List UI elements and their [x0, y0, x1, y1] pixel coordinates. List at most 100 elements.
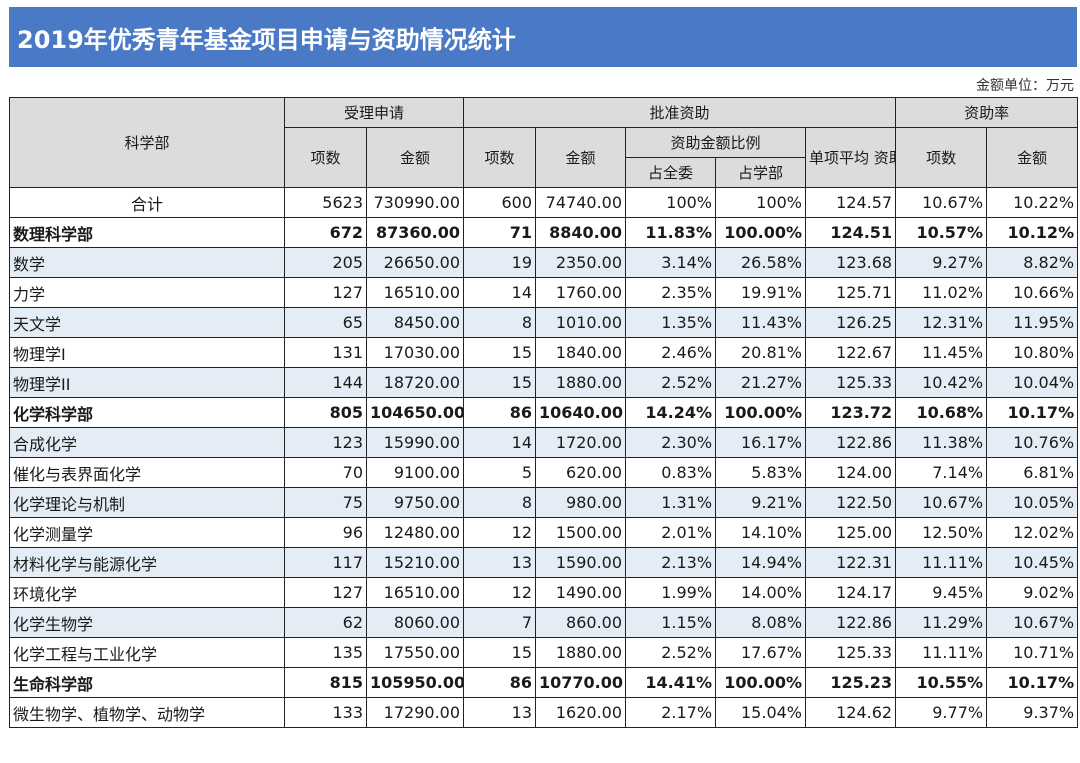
cell-accepted-count: 65	[284, 307, 367, 338]
table-row: 化学生物学 62 8060.00 7 860.00 1.15% 8.08% 122.86 11.…	[9, 607, 1079, 638]
cell-accepted-count: 75	[284, 487, 367, 518]
cell-ratio-all: 2.17%	[625, 697, 717, 728]
cell-avg-amount: 122.31	[805, 547, 897, 578]
cell-approved-count: 600	[463, 187, 537, 218]
cell-accepted-amount: 18720.00	[365, 367, 465, 398]
cell-rate-count: 10.57%	[895, 217, 988, 248]
cell-accepted-amount: 730990.00	[365, 187, 465, 218]
cell-accepted-amount: 15990.00	[365, 427, 465, 458]
header-accepted: 受理申请	[283, 97, 465, 128]
cell-approved-count: 19	[463, 247, 537, 278]
cell-ratio-all: 14.41%	[625, 667, 717, 698]
cell-rate-amount: 10.22%	[986, 187, 1079, 218]
stats-table: 科学部 受理申请 批准资助 资助率 项数 金额 项数 金额 资助金额比例 单项平…	[9, 97, 1079, 728]
row-name: 物理学I	[9, 337, 285, 368]
cell-accepted-count: 127	[284, 277, 367, 308]
row-name: 生命科学部	[9, 667, 285, 698]
department-row: 生命科学部 815 105950.00 86 10770.00 14.41% 100.00%…	[9, 667, 1079, 698]
cell-rate-count: 11.11%	[895, 547, 988, 578]
cell-avg-amount: 122.86	[805, 427, 897, 458]
cell-rate-count: 9.45%	[895, 577, 988, 608]
cell-accepted-amount: 17550.00	[365, 637, 465, 668]
row-name: 材料化学与能源化学	[9, 547, 285, 578]
cell-avg-amount: 124.62	[805, 697, 897, 728]
cell-approved-amount: 1840.00	[535, 337, 627, 368]
cell-accepted-amount: 26650.00	[365, 247, 465, 278]
cell-rate-count: 11.38%	[895, 427, 988, 458]
cell-approved-amount: 74740.00	[535, 187, 627, 218]
cell-accepted-count: 96	[284, 517, 367, 548]
cell-accepted-amount: 105950.00	[365, 667, 465, 698]
cell-avg-amount: 124.17	[805, 577, 897, 608]
cell-approved-amount: 10770.00	[535, 667, 627, 698]
cell-approved-count: 15	[463, 337, 537, 368]
cell-avg-amount: 124.00	[805, 457, 897, 488]
cell-ratio-dept: 5.83%	[715, 457, 807, 488]
cell-ratio-all: 1.31%	[625, 487, 717, 518]
cell-approved-amount: 980.00	[535, 487, 627, 518]
cell-accepted-amount: 12480.00	[365, 517, 465, 548]
row-name: 物理学II	[9, 367, 285, 398]
cell-accepted-count: 70	[284, 457, 367, 488]
table-row: 物理学II 144 18720.00 15 1880.00 2.52% 21.27% 125.…	[9, 367, 1079, 398]
cell-avg-amount: 126.25	[805, 307, 897, 338]
table-row: 环境化学 127 16510.00 12 1490.00 1.99% 14.00% 124.1…	[9, 577, 1079, 608]
cell-ratio-dept: 21.27%	[715, 367, 807, 398]
cell-approved-count: 7	[463, 607, 537, 638]
cell-rate-count: 11.45%	[895, 337, 988, 368]
cell-ratio-dept: 14.00%	[715, 577, 807, 608]
row-name: 化学生物学	[9, 607, 285, 638]
cell-approved-count: 8	[463, 307, 537, 338]
cell-ratio-all: 1.35%	[625, 307, 717, 338]
cell-ratio-all: 2.35%	[625, 277, 717, 308]
cell-accepted-count: 133	[284, 697, 367, 728]
cell-rate-count: 10.42%	[895, 367, 988, 398]
cell-accepted-amount: 104650.00	[365, 397, 465, 428]
cell-approved-count: 15	[463, 367, 537, 398]
cell-avg-amount: 125.71	[805, 277, 897, 308]
cell-accepted-count: 123	[284, 427, 367, 458]
row-name: 天文学	[9, 307, 285, 338]
header-rate-amount: 金额	[986, 127, 1079, 188]
table-row: 数学 205 26650.00 19 2350.00 3.14% 26.58% 123.68 9…	[9, 247, 1079, 278]
cell-rate-amount: 10.67%	[986, 607, 1079, 638]
header-approved: 批准资助	[463, 97, 897, 128]
cell-avg-amount: 122.50	[805, 487, 897, 518]
cell-avg-amount: 125.33	[805, 637, 897, 668]
cell-accepted-amount: 87360.00	[365, 217, 465, 248]
header-ratio: 资助金额比例	[625, 127, 807, 158]
row-name: 数学	[9, 247, 285, 278]
header-dept: 科学部	[9, 97, 285, 188]
cell-rate-count: 12.50%	[895, 517, 988, 548]
cell-rate-count: 10.55%	[895, 667, 988, 698]
title-bar: 2019年优秀青年基金项目申请与资助情况统计	[9, 7, 1077, 67]
cell-ratio-dept: 100%	[715, 187, 807, 218]
cell-ratio-all: 2.13%	[625, 547, 717, 578]
header-rate: 资助率	[895, 97, 1079, 128]
row-name: 微生物学、植物学、动物学	[9, 697, 285, 728]
cell-accepted-count: 127	[284, 577, 367, 608]
table-header: 科学部 受理申请 批准资助 资助率 项数 金额 项数 金额 资助金额比例 单项平…	[9, 97, 1079, 188]
cell-ratio-all: 2.52%	[625, 637, 717, 668]
cell-ratio-all: 3.14%	[625, 247, 717, 278]
cell-avg-amount: 122.67	[805, 337, 897, 368]
cell-rate-count: 10.67%	[895, 187, 988, 218]
cell-ratio-dept: 26.58%	[715, 247, 807, 278]
cell-approved-count: 86	[463, 667, 537, 698]
row-name: 力学	[9, 277, 285, 308]
cell-approved-count: 13	[463, 547, 537, 578]
cell-rate-amount: 8.82%	[986, 247, 1079, 278]
cell-avg-amount: 123.68	[805, 247, 897, 278]
cell-approved-amount: 10640.00	[535, 397, 627, 428]
row-name: 化学科学部	[9, 397, 285, 428]
cell-approved-count: 5	[463, 457, 537, 488]
cell-rate-amount: 10.12%	[986, 217, 1079, 248]
cell-approved-amount: 1620.00	[535, 697, 627, 728]
table-row: 微生物学、植物学、动物学 133 17290.00 13 1620.00 2.17% 15.…	[9, 697, 1079, 728]
cell-rate-count: 9.27%	[895, 247, 988, 278]
cell-rate-amount: 10.80%	[986, 337, 1079, 368]
cell-rate-count: 10.68%	[895, 397, 988, 428]
cell-ratio-dept: 20.81%	[715, 337, 807, 368]
cell-avg-amount: 125.33	[805, 367, 897, 398]
table-row: 天文学 65 8450.00 8 1010.00 1.35% 11.43% 126.25 12.…	[9, 307, 1079, 338]
